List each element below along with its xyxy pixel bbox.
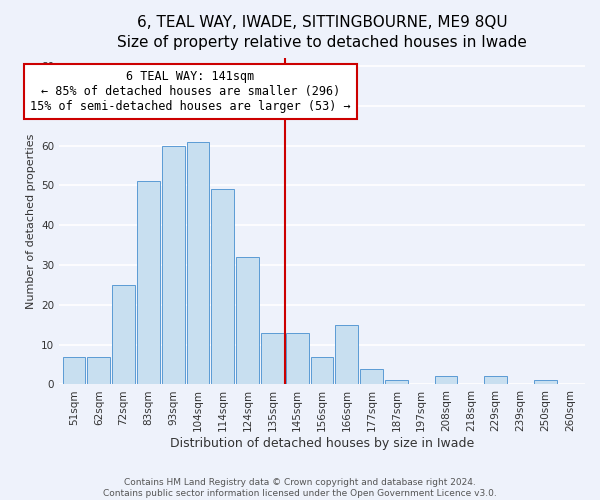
Bar (484, 376, 507, 384)
Text: Contains HM Land Registry data © Crown copyright and database right 2024.
Contai: Contains HM Land Registry data © Crown c… (103, 478, 497, 498)
Bar (261, 332, 284, 384)
Bar (286, 332, 308, 384)
Y-axis label: Number of detached properties: Number of detached properties (26, 134, 35, 309)
Bar (385, 380, 408, 384)
Bar (335, 324, 358, 384)
Bar (236, 257, 259, 384)
Bar (62, 356, 85, 384)
Bar (88, 356, 110, 384)
Title: 6, TEAL WAY, IWADE, SITTINGBOURNE, ME9 8QU
Size of property relative to detached: 6, TEAL WAY, IWADE, SITTINGBOURNE, ME9 8… (117, 15, 527, 50)
Bar (137, 182, 160, 384)
X-axis label: Distribution of detached houses by size in Iwade: Distribution of detached houses by size … (170, 437, 474, 450)
Bar (434, 376, 457, 384)
Bar (534, 380, 557, 384)
Bar (112, 285, 135, 384)
Bar (162, 146, 185, 384)
Text: 6 TEAL WAY: 141sqm
← 85% of detached houses are smaller (296)
15% of semi-detach: 6 TEAL WAY: 141sqm ← 85% of detached hou… (30, 70, 351, 113)
Bar (360, 368, 383, 384)
Bar (187, 142, 209, 384)
Bar (211, 190, 234, 384)
Bar (311, 356, 334, 384)
